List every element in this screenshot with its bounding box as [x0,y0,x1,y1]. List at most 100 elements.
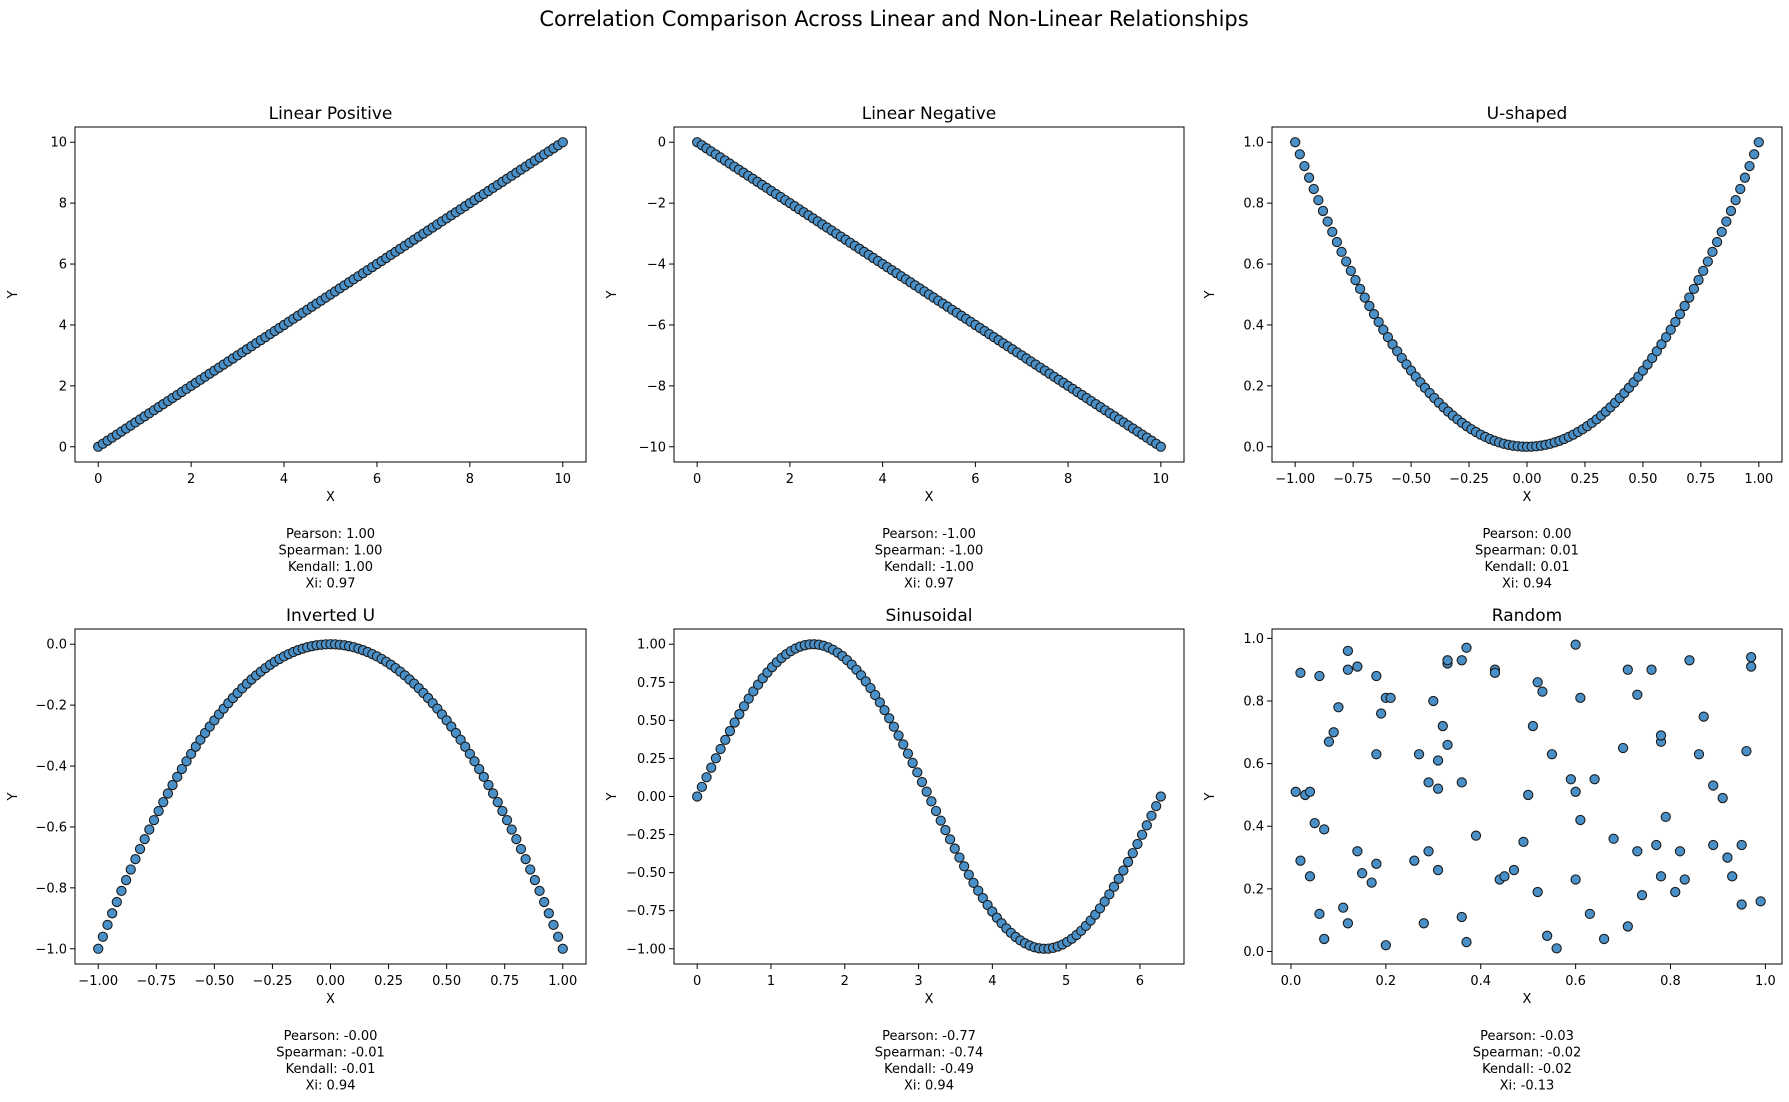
scatter-point [1674,846,1686,857]
scatter-point [1499,871,1510,882]
subplot-6: Random 0.0 0.2 0.4 0.6 0.8 1.0 0.0 0.2 0.4 0.6 0.8 1… [1203,606,1783,1094]
scatter-point [97,931,109,942]
x-tick-label: 2 [786,472,794,487]
scatter-point [907,757,918,769]
scatter-point [511,833,522,845]
x-tick-label: 2 [841,974,849,989]
x-tick-label: 1 [767,974,775,989]
correlation-stat: Pearson: 1.00 [286,527,375,542]
scatter-point [1749,149,1760,160]
scatter-point [1693,749,1705,760]
scatter-point [158,796,169,808]
scatter-point [1113,873,1124,884]
x-tick-label: 10 [554,472,571,487]
scatter-point [455,734,466,745]
y-axis-label: Y [6,792,21,801]
scatter-point [1679,300,1690,312]
x-tick-label: 0.6 [1565,974,1586,989]
scatter-point [944,834,956,845]
scatter-point [1707,246,1718,258]
scatter-point [1364,300,1375,312]
x-tick-label: 4 [988,974,996,989]
scatter-point [949,843,960,854]
scatter-point [1717,792,1728,804]
scatter-point [1146,810,1157,821]
scatter-point [1308,183,1319,195]
scatter-point [1532,677,1543,688]
subplot-title: Inverted U [286,606,375,626]
scatter-point [1632,689,1643,700]
scatter-point [958,861,970,872]
scatter-point [1323,736,1335,747]
scatter-point [1155,791,1166,802]
scatter-point [1711,236,1723,248]
y-tick-label: −0.4 [35,760,67,775]
scatter-point [102,919,113,931]
scatter-point [1456,911,1467,923]
x-tick-label: −0.50 [194,974,234,989]
y-tick-label: 0.0 [1243,945,1264,960]
scatter-point [1309,817,1320,829]
scatter-point [1409,855,1420,866]
subplot-4: Inverted U −1.00 −0.75 −0.50 −0.25 0.00 0.25 0.… [6,606,587,1094]
correlation-stat: Xi: 0.94 [306,1079,356,1094]
scatter-point [1651,346,1662,357]
scatter-point [1295,667,1306,678]
scatter-point [134,843,146,855]
correlation-stat: Spearman: -0.01 [276,1046,385,1061]
axes-frame [74,126,587,463]
scatter-point [1608,833,1619,844]
scatter-point [738,701,750,712]
scatter-point [1722,852,1733,863]
y-tick-label: −2 [647,197,666,212]
scatter-point [1739,172,1751,183]
subplot-title: Linear Positive [269,104,393,124]
scatter-point [497,805,508,817]
scatter-point [1570,639,1581,650]
x-axis-label: X [326,490,335,505]
scatter-point [898,739,909,750]
scatter-point [520,853,531,865]
correlation-stat: Xi: 0.94 [1502,577,1552,592]
y-axis-label: Y [1203,290,1218,299]
x-tick-label: 0.75 [490,974,519,989]
scatter-point [869,689,881,701]
scatter-point [130,853,141,865]
scatter-point [167,779,178,791]
x-tick-label: 0 [94,472,102,487]
scatter-point [557,943,568,954]
scatter-point [1716,226,1727,238]
subplot-title: Sinusoidal [886,606,973,626]
scatter-point [1366,877,1377,888]
scatter-point [148,814,160,826]
scatter-point [1336,246,1347,258]
y-tick-label: 0 [658,136,666,151]
scatter-point [1354,283,1366,295]
y-tick-label: 0 [59,440,67,455]
scatter-point [902,748,914,759]
y-tick-label: 1.00 [637,638,666,653]
correlation-stat: Pearson: -1.00 [882,527,976,542]
scatter-point [529,874,541,886]
scatter-point [1350,274,1361,286]
y-tick-label: 0.2 [1243,882,1264,897]
scatter-point [1290,786,1301,797]
scatter-point [1546,749,1558,760]
x-tick-label: 4 [878,472,886,487]
y-tick-label: 0.50 [637,714,666,729]
x-tick-label: 1.00 [548,974,577,989]
scatter-point [1708,780,1719,791]
scatter-point [548,919,559,931]
scatter-point [1304,786,1316,797]
correlation-stat: Xi: 0.97 [306,577,356,592]
x-tick-label: 0.00 [316,974,345,989]
subplot-title: U-shaped [1487,104,1568,124]
correlation-stat: Spearman: 0.01 [1475,544,1579,559]
scatter-point [1132,838,1143,850]
y-axis-label: Y [605,792,620,801]
x-tick-label: 10 [1153,472,1170,487]
scatter-point [724,725,736,737]
y-axis-label: Y [605,290,620,299]
scatter-point [729,717,740,728]
scatter-point [1570,786,1581,797]
